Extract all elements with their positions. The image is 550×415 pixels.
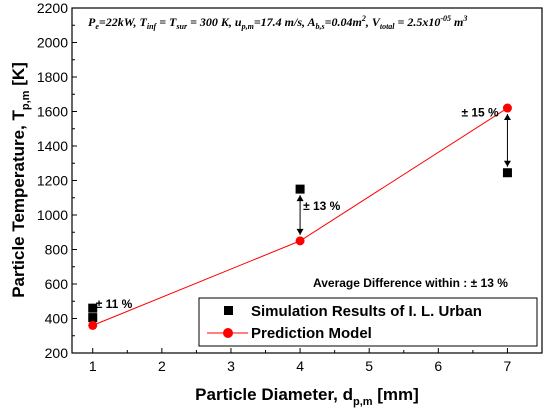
y-tick-label: 1000 (37, 207, 68, 223)
y-tick-label: 800 (45, 242, 69, 258)
x-axis-title-sub: p,m (353, 396, 373, 408)
y-tick-label: 1600 (37, 104, 68, 120)
y-tick-label: 2200 (37, 0, 68, 16)
y-axis-title-unit: [K] (9, 62, 28, 90)
parameters-text-part: =0.04m (325, 15, 362, 29)
arrow-head (503, 160, 511, 167)
y-tick-label: 1200 (37, 173, 68, 189)
y-tick-label: 1800 (37, 69, 68, 85)
difference-labels: ± 11 % ± 13 % ± 15 % (96, 105, 499, 311)
data-point-simulation (295, 184, 305, 194)
data-markers (88, 103, 512, 330)
x-axis-title: Particle Diameter, dp,m [mm] (195, 385, 419, 408)
data-point-simulation (502, 168, 512, 178)
arrow-head (296, 228, 304, 235)
x-axis-title-unit: [mm] (373, 385, 419, 404)
x-tick-label: 6 (434, 358, 442, 374)
y-axis-title: Particle Temperature, Tp,m [K] (9, 62, 32, 298)
legend-label-prediction: Prediction Model (251, 325, 372, 342)
parameters-text-part: 3 (462, 14, 467, 23)
data-point-simulation (88, 303, 98, 313)
legend-marker-simulation (224, 306, 233, 315)
parameters-text-part: -05 (440, 14, 451, 23)
difference-label: ± 15 % (461, 105, 499, 119)
parameters-text-part: m (451, 15, 463, 29)
y-tick-label: 2000 (37, 35, 68, 51)
x-tick-label: 2 (158, 358, 166, 374)
x-axis: 1 2 3 4 5 6 7 (89, 348, 512, 374)
legend: Simulation Results of I. L. Urban Predic… (198, 297, 538, 347)
x-tick-label: 3 (227, 358, 235, 374)
y-tick-label: 600 (45, 276, 69, 292)
parameters-text: Pe=22kW, Tinf = Tsur = 300 K, up,m=17.4 … (88, 14, 467, 31)
parameters-text-part: = 2.5x10 (395, 15, 441, 29)
parameters-text-part: = 300 K, u (187, 15, 242, 29)
y-tick-label: 400 (45, 311, 69, 327)
average-difference-note: Average Difference within : ± 13 % (313, 276, 508, 290)
x-tick-label: 5 (365, 358, 373, 374)
arrow-head (296, 195, 304, 202)
arrow-head (503, 114, 511, 121)
parameters-text-part: p,m (241, 22, 254, 31)
data-point-prediction (502, 103, 512, 113)
y-tick-label: 1400 (37, 138, 68, 154)
data-point-prediction (88, 320, 98, 330)
y-axis-title-sub: p,m (20, 90, 32, 110)
difference-label: ± 13 % (303, 199, 341, 213)
parameters-text-part: 2 (361, 14, 366, 23)
parameters-text-part: =22kW, T (99, 15, 148, 29)
x-tick-label: 4 (296, 358, 304, 374)
legend-label-simulation: Simulation Results of I. L. Urban (251, 303, 482, 320)
data-point-prediction (295, 236, 305, 246)
parameters-text-part: inf (147, 22, 158, 31)
parameters-text-part: P (88, 15, 96, 29)
parameters-text-part: =17.4 m/s, A (254, 15, 316, 29)
parameters-text-part: total (380, 22, 395, 31)
x-axis-title-main: Particle Diameter, d (195, 385, 353, 404)
parameters-text-part: sur (175, 22, 188, 31)
difference-label: ± 11 % (96, 297, 133, 311)
data-point-simulation (88, 313, 98, 323)
y-tick-label: 200 (45, 345, 69, 361)
x-tick-label: 1 (89, 358, 97, 374)
legend-marker-prediction (223, 328, 233, 338)
parameters-text-part: = T (156, 15, 177, 29)
parameters-text-part: e (95, 22, 99, 31)
parameters-text-part: , V (365, 15, 381, 29)
x-tick-label: 7 (504, 358, 512, 374)
y-axis-title-main: Particle Temperature, T (9, 109, 28, 297)
legend-box (198, 297, 538, 347)
parameters-text-part: b,s (316, 22, 325, 31)
y-axis: 200 400 600 800 1000 1200 1400 1600 1800 2000 2200 (37, 0, 77, 361)
